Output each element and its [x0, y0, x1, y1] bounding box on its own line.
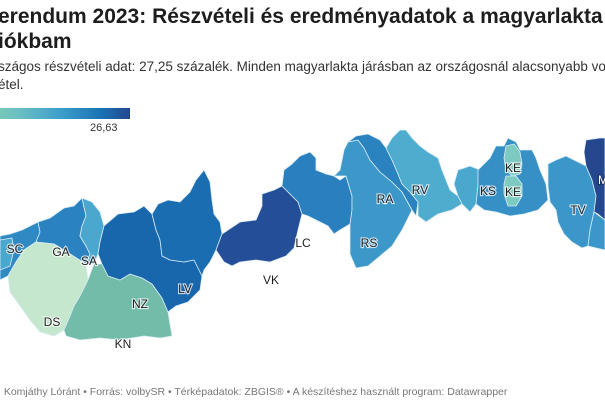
description-line-2: étel.	[0, 77, 24, 92]
legend-gradient-bar	[0, 108, 130, 119]
district-rs[interactable]	[333, 139, 413, 269]
label-sc: SC	[7, 242, 24, 256]
district-edge-east[interactable]	[587, 211, 605, 251]
label-rv: RV	[412, 183, 428, 197]
label-ra: RA	[377, 192, 394, 206]
label-ds: DS	[44, 315, 61, 329]
district-rv-east[interactable]	[453, 165, 481, 213]
district-nz[interactable]	[97, 205, 203, 313]
label-ke-south: KE	[505, 185, 521, 199]
label-lv: LV	[178, 282, 192, 296]
district-sa[interactable]	[79, 197, 105, 265]
district-vk[interactable]	[215, 185, 303, 267]
label-ks: KS	[480, 184, 496, 198]
color-legend: 26,63	[0, 108, 130, 134]
choropleth-map: SC GA SA DS KN NZ LV VK LC RS RA RV KS K…	[0, 130, 605, 370]
label-ke-north: KE	[505, 161, 521, 175]
footer-credits: : Komjáthy Lóránt • Forrás: volbySR • Té…	[0, 386, 508, 398]
label-tv: TV	[570, 203, 585, 217]
chart-title: erendum 2023: Részvételi és eredményadat…	[0, 4, 605, 54]
label-sa: SA	[81, 254, 97, 268]
description-line-1: szágos részvételi adat: 27,25 százalék. …	[0, 59, 605, 74]
label-kn: KN	[115, 337, 132, 351]
label-rs: RS	[361, 236, 378, 250]
chart-description: szágos részvételi adat: 27,25 százalék. …	[0, 58, 605, 94]
label-nz: NZ	[132, 297, 148, 311]
label-lc: LC	[295, 236, 311, 250]
chart-title-line-1: erendum 2023: Részvételi és eredményadat…	[0, 5, 603, 28]
legend-max-label: 26,63	[90, 122, 118, 134]
district-ke-north[interactable]	[503, 143, 523, 177]
district-ke-south[interactable]	[503, 175, 523, 207]
label-ga: GA	[52, 245, 69, 259]
chart-title-line-2: iókbam	[0, 30, 72, 53]
label-m: M	[598, 173, 605, 187]
label-vk: VK	[263, 273, 279, 287]
